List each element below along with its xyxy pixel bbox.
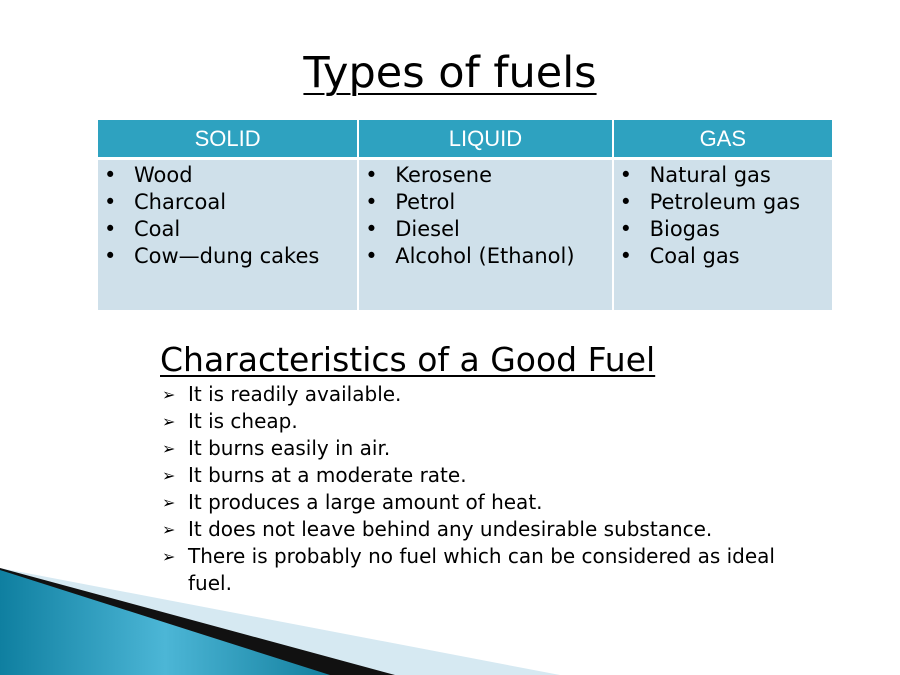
characteristic-text: It does not leave behind any undesirable… xyxy=(188,517,713,541)
list-item: ➢ It burns easily in air. xyxy=(162,435,802,462)
fuel-name: Petrol xyxy=(395,190,456,214)
bullet-icon: • xyxy=(619,190,632,214)
header-solid: SOLID xyxy=(98,120,360,160)
fuel-name: Petroleum gas xyxy=(649,190,801,214)
bullet-icon: • xyxy=(619,217,632,241)
list-item: • Coal gas xyxy=(620,243,832,270)
table-cell: • Kerosene • Petrol • Diesel • Alcohol (Ethanol… xyxy=(358,158,614,310)
header-gas: GAS xyxy=(612,120,832,160)
arrow-bullet-icon: ➢ xyxy=(162,493,176,512)
fuel-name: Wood xyxy=(134,163,193,187)
list-item: • Coal xyxy=(104,216,357,243)
bullet-icon: • xyxy=(365,217,378,241)
fuel-name: Coal gas xyxy=(649,244,740,268)
list-item: • Diesel xyxy=(365,216,611,243)
fuel-name: Diesel xyxy=(395,217,460,241)
fuel-name: Coal xyxy=(134,217,181,241)
page-title: Types of fuels xyxy=(303,48,597,98)
table-cell: • Wood • Charcoal • Coal • Cow—dung cakes xyxy=(98,158,360,310)
characteristic-text: It burns easily in air. xyxy=(188,436,391,460)
list-item: ➢ It is cheap. xyxy=(162,408,802,435)
list-item: • Natural gas xyxy=(620,162,832,189)
bullet-icon: • xyxy=(104,244,117,268)
characteristic-text: There is probably no fuel which can be c… xyxy=(188,544,775,595)
bullet-icon: • xyxy=(365,190,378,214)
arrow-bullet-icon: ➢ xyxy=(162,547,176,566)
blue-wedge xyxy=(0,570,330,675)
fuel-types-table: SOLID LIQUID GAS • Wood • Charcoal • Coal • Cow… xyxy=(98,120,832,310)
fuel-name: Charcoal xyxy=(134,190,227,214)
characteristic-text: It is cheap. xyxy=(188,409,298,433)
characteristic-text: It is readily available. xyxy=(188,382,402,406)
fuel-name: Natural gas xyxy=(649,163,771,187)
bullet-icon: • xyxy=(619,163,632,187)
table-cell: • Natural gas • Petroleum gas • Biogas • Coal g… xyxy=(612,158,832,310)
characteristics-list: ➢ It is readily available. ➢ It is cheap. ➢ I… xyxy=(162,381,802,597)
bullet-icon: • xyxy=(619,244,632,268)
fuel-name: Biogas xyxy=(649,217,720,241)
list-item: ➢ It is readily available. xyxy=(162,381,802,408)
bullet-icon: • xyxy=(104,217,117,241)
list-item: • Wood xyxy=(104,162,357,189)
bullet-icon: • xyxy=(365,244,378,268)
list-item: • Petroleum gas xyxy=(620,189,832,216)
arrow-bullet-icon: ➢ xyxy=(162,385,176,404)
header-liquid: LIQUID xyxy=(358,120,614,160)
characteristics-heading: Characteristics of a Good Fuel xyxy=(160,340,656,379)
bullet-icon: • xyxy=(104,190,117,214)
arrow-bullet-icon: ➢ xyxy=(162,520,176,539)
fuel-name: Alcohol (Ethanol) xyxy=(395,244,575,268)
characteristic-text: It burns at a moderate rate. xyxy=(188,463,467,487)
list-item: ➢ It does not leave behind any undesirabl… xyxy=(162,516,802,543)
list-item: • Biogas xyxy=(620,216,832,243)
list-item: • Petrol xyxy=(365,189,611,216)
arrow-bullet-icon: ➢ xyxy=(162,439,176,458)
fuel-name: Kerosene xyxy=(395,163,492,187)
list-item: • Charcoal xyxy=(104,189,357,216)
bullet-icon: • xyxy=(365,163,378,187)
list-item: ➢ It burns at a moderate rate. xyxy=(162,462,802,489)
arrow-bullet-icon: ➢ xyxy=(162,412,176,431)
bullet-icon: • xyxy=(104,163,117,187)
list-item: • Alcohol (Ethanol) xyxy=(365,243,611,270)
list-item: ➢ There is probably no fuel which can be … xyxy=(162,543,802,597)
list-item: ➢ It produces a large amount of heat. xyxy=(162,489,802,516)
characteristic-text: It produces a large amount of heat. xyxy=(188,490,543,514)
list-item: • Kerosene xyxy=(365,162,611,189)
fuel-name: Cow—dung cakes xyxy=(134,244,320,268)
arrow-bullet-icon: ➢ xyxy=(162,466,176,485)
list-item: • Cow—dung cakes xyxy=(104,243,357,270)
